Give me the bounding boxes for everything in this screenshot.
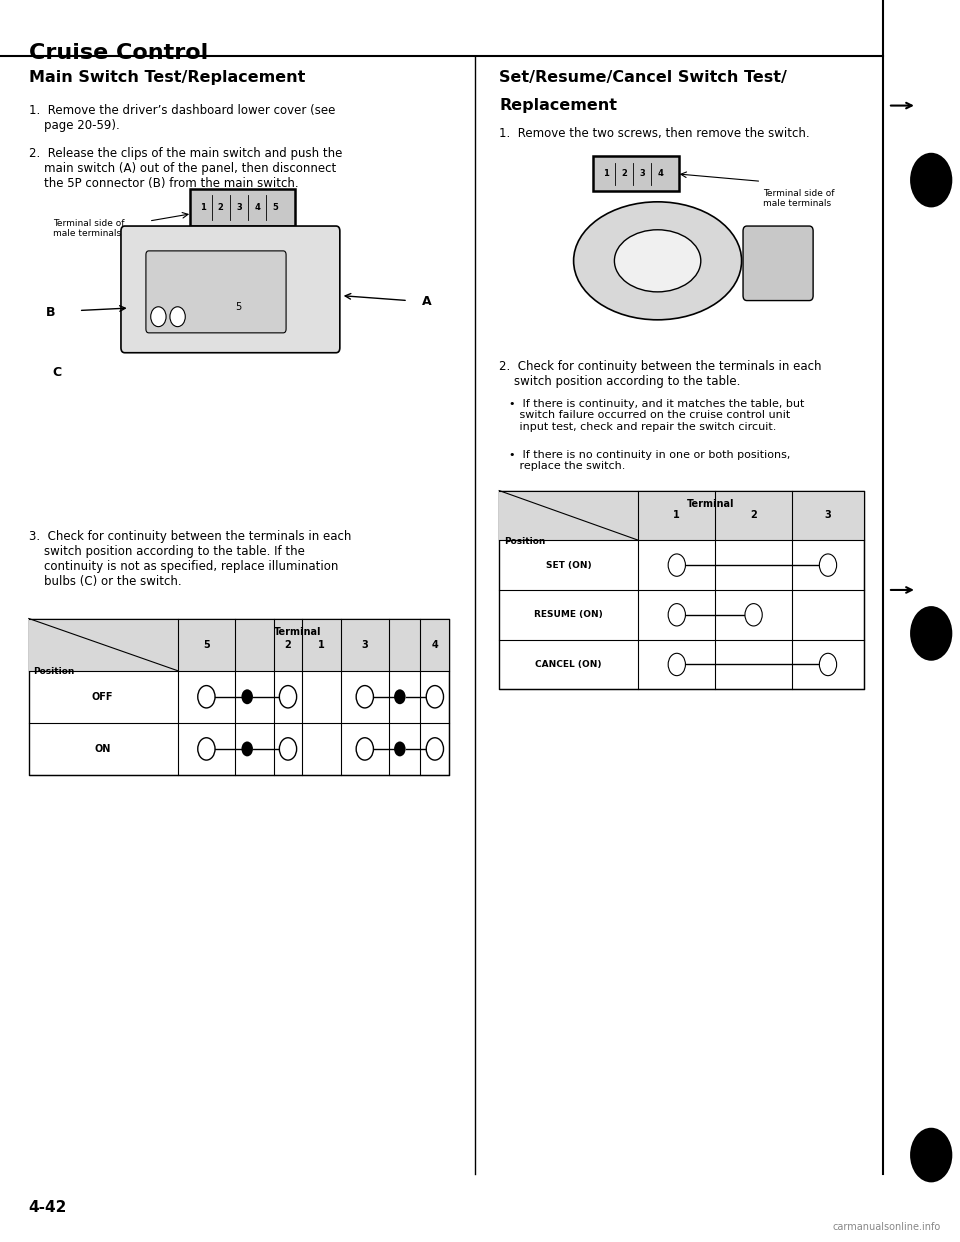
Text: Terminal side of
male terminals: Terminal side of male terminals — [53, 219, 124, 238]
Text: 4: 4 — [254, 202, 260, 212]
Text: 1: 1 — [603, 169, 609, 179]
Circle shape — [242, 741, 253, 756]
Text: 4: 4 — [431, 640, 439, 650]
Text: RESUME (ON): RESUME (ON) — [534, 610, 603, 620]
FancyBboxPatch shape — [146, 251, 286, 333]
Circle shape — [910, 1128, 952, 1182]
Text: 2: 2 — [218, 202, 224, 212]
FancyBboxPatch shape — [121, 226, 340, 353]
Text: 1: 1 — [673, 510, 681, 520]
Circle shape — [151, 307, 166, 327]
Text: 2.  Check for continuity between the terminals in each
    switch position accor: 2. Check for continuity between the term… — [499, 360, 822, 389]
Ellipse shape — [574, 202, 741, 319]
Text: Position: Position — [504, 537, 545, 545]
Circle shape — [170, 307, 185, 327]
Text: B: B — [46, 307, 56, 319]
FancyBboxPatch shape — [190, 189, 295, 226]
Text: 2: 2 — [750, 510, 757, 520]
Text: Position: Position — [34, 667, 75, 676]
Circle shape — [279, 738, 297, 760]
Text: 1.  Remove the driver’s dashboard lower cover (see
    page 20-59).: 1. Remove the driver’s dashboard lower c… — [29, 104, 335, 133]
Text: C: C — [53, 366, 62, 379]
Text: 5: 5 — [203, 640, 210, 650]
Circle shape — [745, 604, 762, 626]
FancyBboxPatch shape — [743, 226, 813, 301]
Circle shape — [668, 554, 685, 576]
Text: OFF: OFF — [92, 692, 113, 702]
Text: 4-42: 4-42 — [29, 1200, 67, 1215]
Text: Terminal: Terminal — [274, 627, 322, 637]
Text: 2: 2 — [284, 640, 292, 650]
Bar — [499, 491, 864, 540]
Circle shape — [668, 604, 685, 626]
Text: 5: 5 — [235, 302, 241, 312]
Bar — [29, 619, 449, 775]
Text: 3: 3 — [236, 202, 242, 212]
FancyBboxPatch shape — [593, 156, 679, 191]
Circle shape — [198, 738, 215, 760]
Circle shape — [394, 741, 405, 756]
Circle shape — [279, 686, 297, 708]
Text: •  If there is continuity, and it matches the table, but
   switch failure occur: • If there is continuity, and it matches… — [509, 399, 804, 432]
Ellipse shape — [614, 230, 701, 292]
Circle shape — [356, 738, 373, 760]
Text: 3: 3 — [639, 169, 645, 179]
Text: •  If there is no continuity in one or both positions,
   replace the switch.: • If there is no continuity in one or bo… — [509, 450, 790, 471]
Circle shape — [820, 653, 836, 676]
Bar — [499, 491, 864, 689]
Text: 2: 2 — [621, 169, 627, 179]
Circle shape — [910, 606, 952, 661]
Text: 2.  Release the clips of the main switch and push the
    main switch (A) out of: 2. Release the clips of the main switch … — [29, 147, 342, 190]
Text: Cruise Control: Cruise Control — [29, 43, 208, 63]
Text: carmanualsonline.info: carmanualsonline.info — [832, 1222, 941, 1232]
Circle shape — [356, 686, 373, 708]
Bar — [29, 619, 449, 671]
Text: ON: ON — [94, 744, 111, 754]
Text: 4: 4 — [658, 169, 663, 179]
Text: 1: 1 — [200, 202, 205, 212]
Text: Replacement: Replacement — [499, 98, 617, 113]
Text: 1.  Remove the two screws, then remove the switch.: 1. Remove the two screws, then remove th… — [499, 127, 810, 139]
Text: Terminal: Terminal — [686, 499, 734, 509]
Circle shape — [910, 153, 952, 207]
Circle shape — [426, 738, 444, 760]
Text: Terminal side of
male terminals: Terminal side of male terminals — [763, 189, 834, 209]
Circle shape — [198, 686, 215, 708]
Text: 1: 1 — [318, 640, 325, 650]
Text: A: A — [422, 296, 432, 308]
Text: 3.  Check for continuity between the terminals in each
    switch position accor: 3. Check for continuity between the term… — [29, 530, 351, 589]
Text: CANCEL (ON): CANCEL (ON) — [535, 660, 602, 669]
Circle shape — [394, 689, 405, 704]
Circle shape — [426, 686, 444, 708]
Text: Main Switch Test/Replacement: Main Switch Test/Replacement — [29, 70, 305, 84]
Circle shape — [820, 554, 836, 576]
Text: 3: 3 — [361, 640, 369, 650]
Text: Set/Resume/Cancel Switch Test/: Set/Resume/Cancel Switch Test/ — [499, 70, 787, 84]
Text: SET (ON): SET (ON) — [545, 560, 591, 570]
Circle shape — [668, 653, 685, 676]
Text: 5: 5 — [273, 202, 278, 212]
Text: 3: 3 — [825, 510, 831, 520]
Circle shape — [242, 689, 253, 704]
